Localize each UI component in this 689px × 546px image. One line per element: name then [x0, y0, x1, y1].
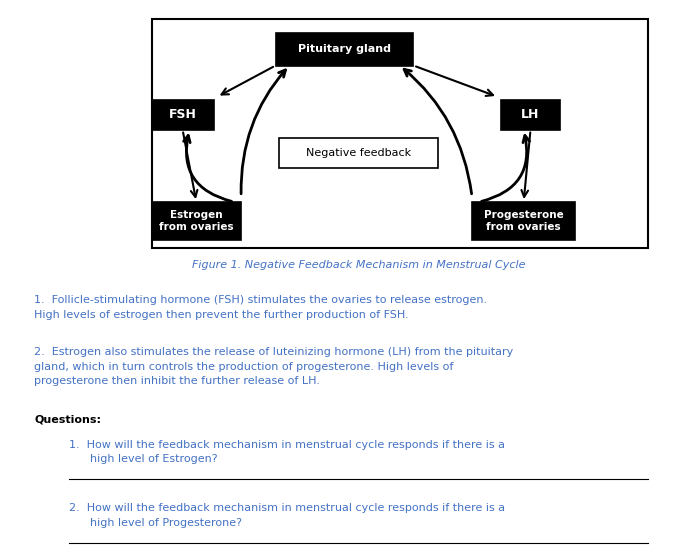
Text: 2.  Estrogen also stimulates the release of luteinizing hormone (LH) from the pi: 2. Estrogen also stimulates the release …	[34, 347, 514, 387]
Text: Figure 1. Negative Feedback Mechanism in Menstrual Cycle: Figure 1. Negative Feedback Mechanism in…	[192, 260, 525, 270]
Text: Pituitary gland: Pituitary gland	[298, 44, 391, 54]
FancyBboxPatch shape	[279, 138, 438, 168]
Text: 1.  How will the feedback mechanism in menstrual cycle responds if there is a
  : 1. How will the feedback mechanism in me…	[69, 440, 505, 464]
Text: Estrogen
from ovaries: Estrogen from ovaries	[159, 210, 234, 232]
Text: 2.  How will the feedback mechanism in menstrual cycle responds if there is a
  : 2. How will the feedback mechanism in me…	[69, 503, 505, 528]
FancyBboxPatch shape	[472, 202, 575, 240]
FancyBboxPatch shape	[276, 33, 413, 66]
Text: 1.  Follicle-stimulating hormone (FSH) stimulates the ovaries to release estroge: 1. Follicle-stimulating hormone (FSH) st…	[34, 295, 488, 319]
Text: Questions:: Questions:	[34, 415, 101, 425]
Text: LH: LH	[522, 108, 539, 121]
Text: Progesterone
from ovaries: Progesterone from ovaries	[484, 210, 564, 232]
Text: Negative feedback: Negative feedback	[306, 148, 411, 158]
FancyBboxPatch shape	[152, 202, 241, 240]
FancyBboxPatch shape	[152, 99, 214, 129]
FancyBboxPatch shape	[152, 19, 648, 248]
Text: FSH: FSH	[169, 108, 196, 121]
FancyBboxPatch shape	[502, 99, 559, 129]
